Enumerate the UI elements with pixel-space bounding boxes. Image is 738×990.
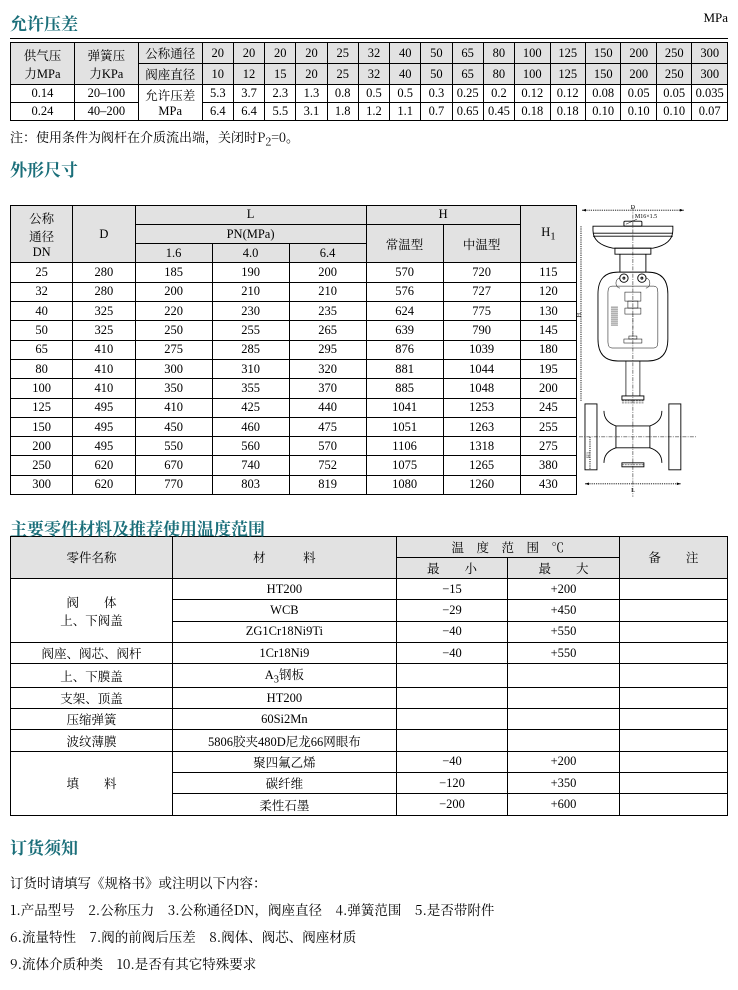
svg-text:H: H xyxy=(577,312,583,317)
svg-text:D: D xyxy=(631,205,636,211)
svg-text:H1: H1 xyxy=(587,451,592,458)
svg-text:L: L xyxy=(631,487,635,493)
svg-text:M16×1.5: M16×1.5 xyxy=(635,214,657,220)
